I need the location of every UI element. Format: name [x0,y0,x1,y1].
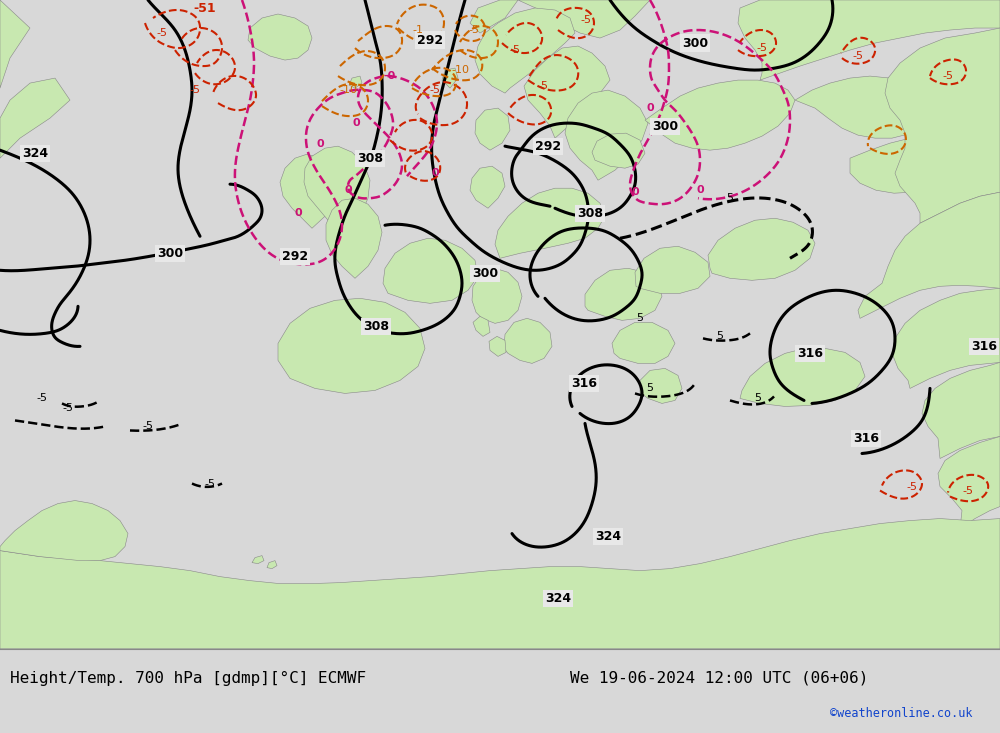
Polygon shape [252,556,264,564]
Polygon shape [470,166,505,208]
Text: 0: 0 [696,185,704,195]
Text: -5: -5 [190,85,200,95]
Text: 292: 292 [417,34,443,46]
Polygon shape [475,108,510,150]
Text: We 19-06-2024 12:00 UTC (06+06): We 19-06-2024 12:00 UTC (06+06) [570,671,868,685]
Text: 0: 0 [646,103,654,113]
Text: -5: -5 [906,482,918,492]
Polygon shape [640,369,682,403]
Text: 308: 308 [357,152,383,165]
Text: -5: -5 [580,15,592,25]
Text: ©weatheronline.co.uk: ©weatheronline.co.uk [830,707,972,721]
Text: -5: -5 [510,45,520,55]
Polygon shape [795,76,930,138]
Text: 5: 5 [755,394,762,403]
Text: 0: 0 [352,118,360,128]
Polygon shape [280,154,338,228]
Text: 308: 308 [363,320,389,333]
Polygon shape [585,268,662,320]
Text: -0: -0 [384,71,396,81]
Polygon shape [738,0,1000,80]
Text: 292: 292 [282,250,308,262]
Polygon shape [504,318,552,364]
Text: -5: -5 [143,421,154,432]
Text: 316: 316 [571,377,597,390]
Polygon shape [442,68,458,88]
Polygon shape [635,246,710,293]
Text: -5: -5 [36,394,48,403]
Polygon shape [248,14,312,60]
Polygon shape [304,146,370,240]
Polygon shape [326,198,382,279]
Text: 324: 324 [22,147,48,160]
Text: 300: 300 [652,119,678,133]
Text: 324: 324 [545,592,571,605]
Text: -5: -5 [757,43,768,53]
Polygon shape [489,336,506,356]
Text: 5: 5 [646,383,654,394]
Polygon shape [278,298,425,394]
Polygon shape [645,80,795,150]
Text: 308: 308 [577,207,603,220]
Text: -51: -51 [194,1,216,15]
Polygon shape [518,0,650,38]
Text: -5: -5 [538,81,548,91]
Text: -1: -1 [413,25,424,35]
Polygon shape [592,133,645,168]
Text: 5: 5 [637,313,644,323]
Polygon shape [858,192,1000,318]
Text: 5: 5 [726,194,734,203]
Text: 0: 0 [344,185,352,195]
Text: 300: 300 [157,247,183,259]
Polygon shape [473,317,490,336]
Text: -5: -5 [468,25,480,35]
Polygon shape [885,28,1000,224]
Polygon shape [0,78,70,158]
Polygon shape [383,238,478,303]
Polygon shape [472,268,522,323]
Text: Height/Temp. 700 hPa [gdmp][°C] ECMWF: Height/Temp. 700 hPa [gdmp][°C] ECMWF [10,671,366,685]
Polygon shape [475,8,575,93]
Text: 0: 0 [431,168,439,178]
Text: 5: 5 [716,331,724,342]
Text: 316: 316 [853,432,879,445]
Polygon shape [349,76,362,88]
Text: -5: -5 [156,28,168,38]
Text: -5: -5 [942,71,954,81]
Polygon shape [0,0,30,88]
Polygon shape [470,0,518,33]
Polygon shape [565,90,648,180]
Polygon shape [740,348,865,406]
Polygon shape [708,218,815,280]
Text: 324: 324 [595,530,621,543]
Text: -5: -5 [62,403,74,413]
Polygon shape [0,501,128,561]
Polygon shape [892,288,1000,388]
Text: 292: 292 [535,140,561,152]
Text: -10: -10 [339,85,357,95]
Polygon shape [524,46,610,138]
Polygon shape [850,133,958,194]
Text: -5: -5 [852,51,864,61]
Text: 0: 0 [631,187,639,197]
Polygon shape [938,436,1000,528]
Text: 0: 0 [316,139,324,149]
Text: 316: 316 [797,347,823,360]
Text: -10: -10 [451,65,469,75]
Text: 0: 0 [294,208,302,218]
Polygon shape [922,362,1000,459]
Text: -5: -5 [205,479,216,488]
Text: -5: -5 [962,485,974,496]
Polygon shape [267,561,277,569]
Text: 316: 316 [971,340,997,353]
Polygon shape [612,323,675,364]
Polygon shape [0,518,1000,649]
Text: 300: 300 [682,37,708,50]
Polygon shape [495,188,605,258]
Text: 300: 300 [472,267,498,280]
Text: -5: -5 [430,85,440,95]
